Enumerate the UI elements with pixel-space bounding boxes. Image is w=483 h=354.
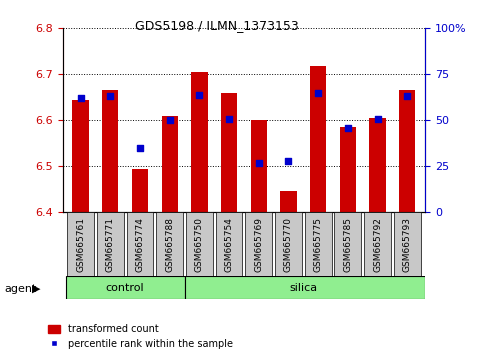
Bar bbox=[132, 169, 148, 212]
Point bbox=[166, 118, 173, 123]
Bar bbox=[161, 116, 178, 212]
Text: GDS5198 / ILMN_1373153: GDS5198 / ILMN_1373153 bbox=[135, 19, 299, 33]
Bar bbox=[67, 212, 94, 276]
Text: GSM665770: GSM665770 bbox=[284, 217, 293, 272]
Bar bbox=[127, 212, 154, 276]
Text: GSM665750: GSM665750 bbox=[195, 217, 204, 272]
Text: GSM665754: GSM665754 bbox=[225, 217, 234, 272]
Bar bbox=[335, 212, 361, 276]
Bar bbox=[251, 120, 267, 212]
Text: GSM665785: GSM665785 bbox=[343, 217, 352, 272]
Bar bbox=[216, 212, 242, 276]
Bar bbox=[275, 212, 302, 276]
Bar bbox=[72, 100, 89, 212]
Text: GSM665774: GSM665774 bbox=[136, 217, 144, 272]
Bar bbox=[186, 212, 213, 276]
Bar bbox=[369, 118, 386, 212]
Bar bbox=[364, 212, 391, 276]
Text: silica: silica bbox=[289, 282, 317, 293]
Text: GSM665793: GSM665793 bbox=[403, 217, 412, 272]
Point bbox=[255, 160, 263, 166]
Point bbox=[314, 90, 322, 96]
Bar bbox=[102, 91, 118, 212]
Point bbox=[106, 93, 114, 99]
Bar bbox=[305, 212, 331, 276]
Point bbox=[136, 145, 144, 151]
Bar bbox=[399, 91, 415, 212]
Bar bbox=[156, 212, 183, 276]
Text: GSM665792: GSM665792 bbox=[373, 217, 382, 272]
Point bbox=[403, 93, 411, 99]
Bar bbox=[191, 72, 208, 212]
Text: agent: agent bbox=[5, 284, 37, 293]
Text: control: control bbox=[106, 282, 144, 293]
Point bbox=[374, 116, 382, 121]
Text: GSM665788: GSM665788 bbox=[165, 217, 174, 272]
Bar bbox=[245, 212, 272, 276]
Bar bbox=[280, 191, 297, 212]
Bar bbox=[340, 127, 356, 212]
Text: ▶: ▶ bbox=[32, 284, 41, 293]
Point bbox=[284, 158, 292, 164]
Point bbox=[344, 125, 352, 131]
Point bbox=[196, 92, 203, 97]
Bar bbox=[185, 276, 425, 299]
Point bbox=[225, 116, 233, 121]
Legend: transformed count, percentile rank within the sample: transformed count, percentile rank withi… bbox=[48, 324, 233, 349]
Text: GSM665775: GSM665775 bbox=[313, 217, 323, 272]
Bar bbox=[221, 93, 237, 212]
Text: GSM665769: GSM665769 bbox=[254, 217, 263, 272]
Bar bbox=[394, 212, 421, 276]
Point bbox=[77, 96, 85, 101]
Text: GSM665761: GSM665761 bbox=[76, 217, 85, 272]
Bar bbox=[310, 66, 327, 212]
Bar bbox=[66, 276, 185, 299]
Text: GSM665771: GSM665771 bbox=[106, 217, 115, 272]
Bar bbox=[97, 212, 124, 276]
